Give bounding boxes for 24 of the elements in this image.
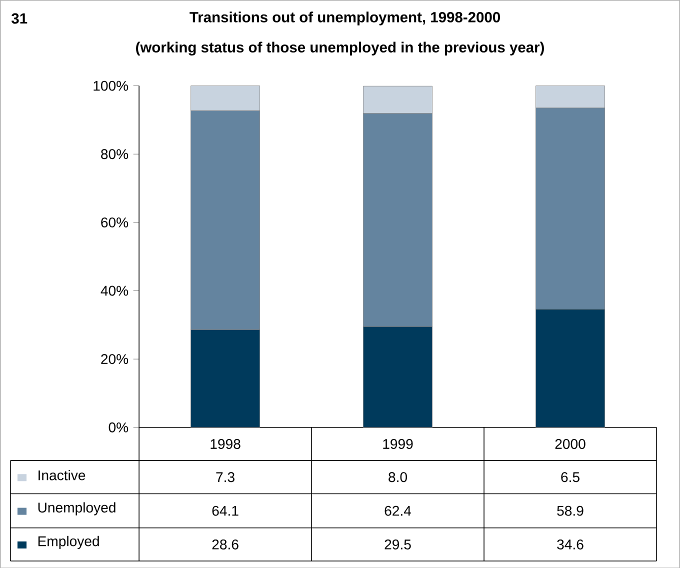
legend-label: Inactive [38,470,86,480]
data-label: 28.6 [212,539,238,550]
y-tick-label: 20% [101,354,128,364]
x-tick-label: 1999 [383,438,413,449]
data-label: 62.4 [384,506,412,516]
data-label: 58.9 [557,506,584,516]
y-tick-label: 100% [94,80,128,91]
y-tick-label: 60% [101,217,128,228]
legend-label: Employed [38,536,99,549]
data-label: 8.0 [388,472,407,482]
x-tick-label: 2000 [555,438,586,449]
legend-label: Unemployed [38,502,116,516]
data-label: 6.5 [561,472,580,482]
y-tick-label: 40% [100,286,128,296]
x-tick-label: 1998 [210,438,240,449]
data-label: 29.5 [384,539,411,550]
y-tick-label: 0% [108,422,128,432]
data-label: 64.1 [212,506,238,516]
data-label: 7.3 [216,472,234,482]
y-tick-label: 80% [101,148,128,159]
text: 31 [12,13,28,24]
chart-title: Transitions out of unemployment, 1998-2000 [190,11,500,26]
data-label: 34.6 [557,539,584,550]
chart-subtitle: (working status of those unemployed in the previous year) [136,41,544,56]
